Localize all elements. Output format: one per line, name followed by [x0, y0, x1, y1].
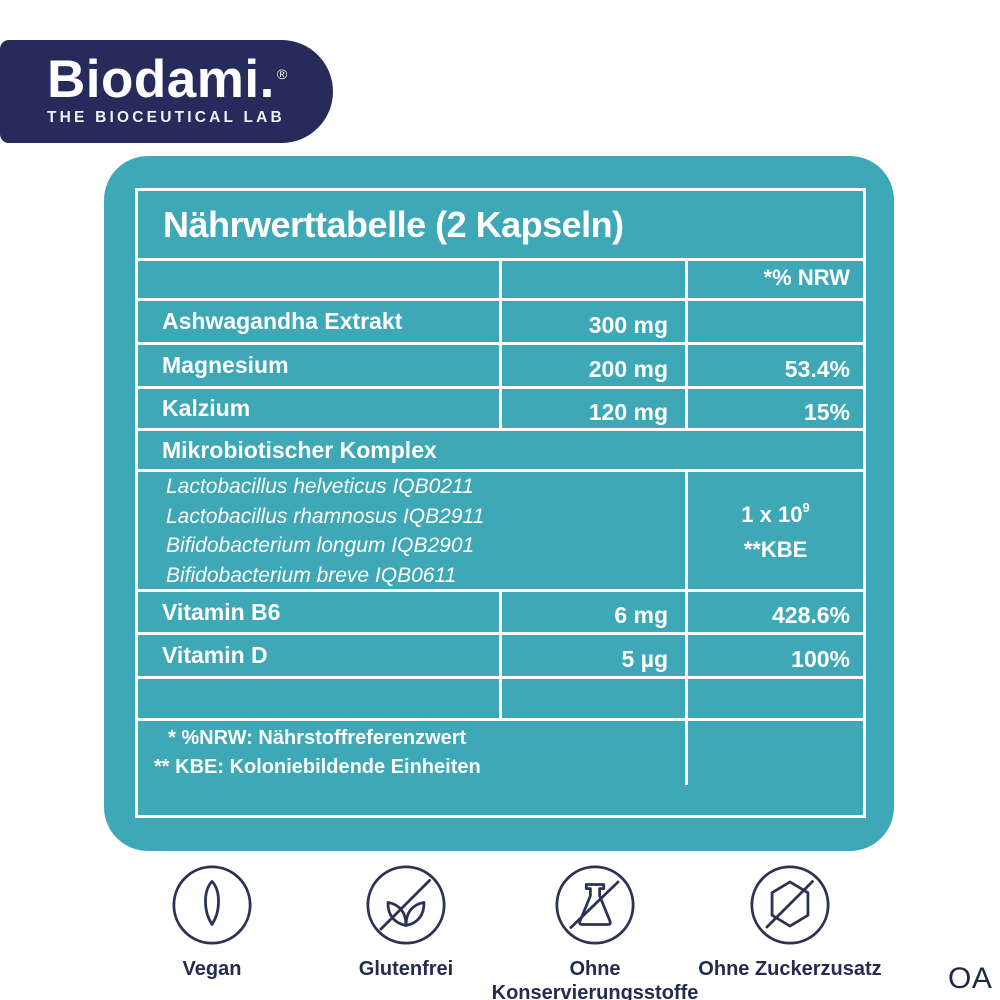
brand-wordmark: Biodami. ®	[47, 53, 333, 106]
strain-list: Lactobacillus helveticus IQB0211 Lactoba…	[138, 472, 685, 590]
nutrient-nrw: 53.4%	[685, 345, 863, 386]
strains-row: Lactobacillus helveticus IQB0211 Lactoba…	[138, 469, 863, 590]
footnote-kbe: ** KBE: Koloniebildende Einheiten	[154, 756, 481, 778]
nrw-header: *% NRW	[685, 261, 863, 298]
nutrient-name: Vitamin B6	[162, 598, 281, 625]
strain-line: Bifidobacterium longum IQB2901	[166, 534, 475, 557]
brand-text: Biodami.	[47, 50, 275, 109]
footnote-nrw: * %NRW: Nährstoffreferenzwert	[168, 727, 467, 749]
nutrient-amount: 6 mg	[499, 592, 685, 632]
leaf-icon	[172, 865, 252, 945]
badge-no-preservatives: Ohne Konservierungsstoffe	[485, 864, 705, 1000]
cfu-count: 1 x 109	[741, 499, 810, 527]
nutrient-amount: 300 mg	[499, 301, 685, 342]
badge-label: Glutenfrei	[358, 958, 454, 980]
nutrient-name: Ashwagandha Extrakt	[162, 308, 403, 334]
nutrient-amount: 200 mg	[499, 345, 685, 386]
brand-tagline: THE BIOCEUTICAL LAB	[47, 109, 285, 126]
badge-label: Ohne Konservierungsstoffe	[491, 958, 699, 1000]
badge-label: Vegan	[182, 958, 242, 980]
table-row: Vitamin B6 6 mg 428.6%	[138, 589, 863, 632]
empty-cell	[685, 679, 863, 718]
badge-glutenfree: Glutenfrei	[296, 864, 516, 981]
nutrition-card: Nährwerttabelle (2 Kapseln) *% NRW Ashwa…	[104, 156, 894, 851]
empty-cell	[499, 679, 685, 718]
footnotes: * %NRW: Nährstoffreferenzwert ** KBE: Ko…	[138, 721, 685, 785]
sugar-cube-crossed-icon	[750, 865, 830, 945]
badge-label: Ohne Zuckerzusatz	[698, 958, 882, 980]
footnote-row: * %NRW: Nährstoffreferenzwert ** KBE: Ko…	[138, 718, 863, 785]
kbe-label: **KBE	[743, 536, 808, 562]
strain-line: Lactobacillus rhamnosus IQB2911	[166, 504, 485, 528]
header-empty-cell	[138, 261, 499, 298]
table-header-row: *% NRW	[138, 258, 863, 298]
nutrient-nrw: 100%	[685, 635, 863, 676]
empty-cell	[138, 679, 499, 718]
komplex-header: Mikrobiotischer Komplex	[162, 436, 437, 463]
nutrition-table: Nährwerttabelle (2 Kapseln) *% NRW Ashwa…	[135, 188, 866, 818]
empty-row	[138, 676, 863, 718]
table-row: Magnesium 200 mg 53.4%	[138, 342, 863, 386]
strain-line: Bifidobacterium breve IQB0611	[166, 563, 457, 587]
watermark: OA	[948, 962, 993, 995]
nutrient-nrw	[685, 301, 863, 342]
flask-crossed-icon	[555, 865, 635, 945]
strains-value: 1 x 109 **KBE	[685, 472, 863, 590]
strain-line: Lactobacillus helveticus IQB0211	[166, 475, 474, 498]
badge-vegan: Vegan	[102, 864, 322, 981]
nutrient-name: Vitamin D	[162, 642, 268, 668]
table-title: Nährwerttabelle (2 Kapseln)	[163, 203, 624, 245]
nutrient-amount: 5 µg	[499, 635, 685, 676]
wheat-crossed-icon	[366, 865, 446, 945]
header-empty-cell	[499, 261, 685, 298]
empty-cell	[685, 721, 863, 785]
table-row: Ashwagandha Extrakt 300 mg	[138, 298, 863, 342]
table-title-row: Nährwerttabelle (2 Kapseln)	[138, 191, 863, 258]
table-row: Kalzium 120 mg 15%	[138, 386, 863, 428]
registered-trademark-icon: ®	[276, 66, 288, 82]
nutrient-amount: 120 mg	[499, 389, 685, 428]
nutrient-name: Magnesium	[162, 352, 289, 378]
komplex-header-row: Mikrobiotischer Komplex	[138, 428, 863, 469]
nutrient-nrw: 15%	[685, 389, 863, 428]
badge-no-added-sugar: Ohne Zuckerzusatz	[680, 864, 900, 981]
nutrient-nrw: 428.6%	[685, 592, 863, 632]
nutrient-name: Kalzium	[162, 395, 251, 421]
brand-logo: Biodami. ® THE BIOCEUTICAL LAB	[0, 40, 333, 143]
table-row: Vitamin D 5 µg 100%	[138, 632, 863, 676]
